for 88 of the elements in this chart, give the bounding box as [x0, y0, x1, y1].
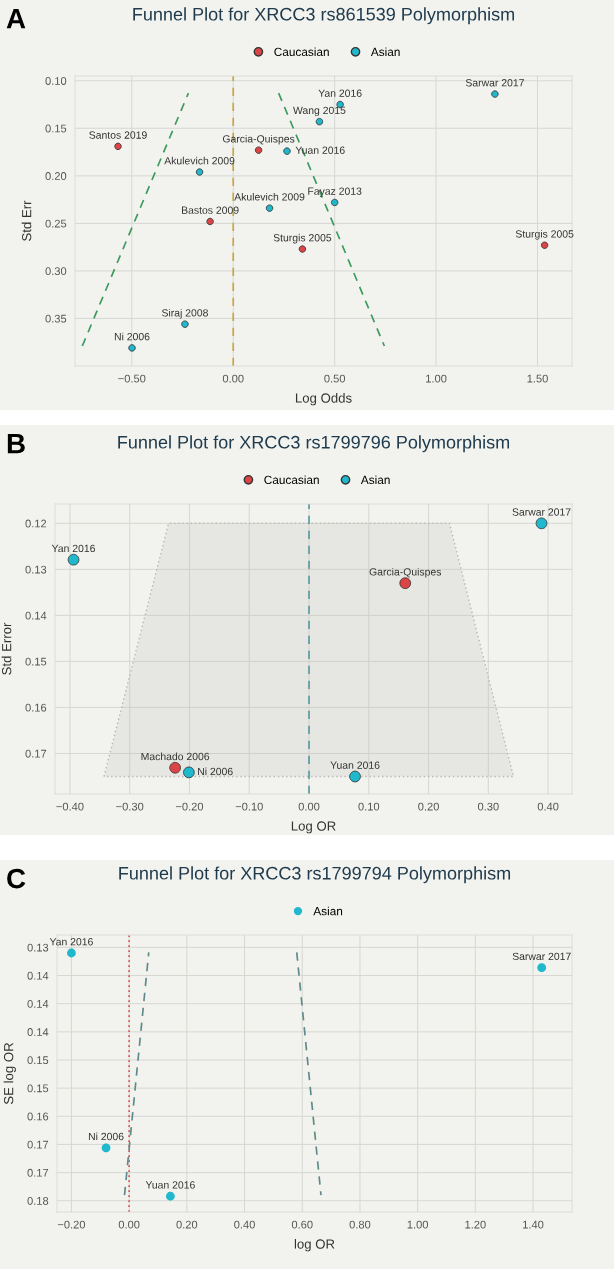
- y-tick-label: 0.10: [45, 77, 67, 85]
- annotation: Sarwar 2017: [465, 79, 524, 87]
- legend-label: Caucasian: [264, 475, 319, 485]
- x-tick-label: 1.50: [527, 374, 548, 383]
- y-tick-label: 0.35: [45, 314, 67, 323]
- annotation: Yuan 2016: [145, 1181, 195, 1189]
- x-tick-label: 0.00: [118, 1220, 140, 1229]
- text: B: [7, 434, 25, 454]
- y-tick-label: 0.16: [27, 1112, 49, 1121]
- annotation: Yan 2016: [51, 544, 95, 553]
- y-axis-title: SE log OR: [3, 1042, 16, 1105]
- chart-title: Funnel Plot for XRCC3 rs861539 Polymorphism: [133, 7, 514, 25]
- y-tick-label: 0.17: [25, 749, 47, 758]
- annotation: Yuan 2016: [295, 146, 345, 154]
- y-tick-label: 0.15: [45, 124, 67, 133]
- x-tick-label: 0.60: [291, 1220, 313, 1229]
- x-tick-label: 1.20: [465, 1220, 486, 1229]
- y-tick-label: 0.18: [27, 1197, 49, 1205]
- x-axis-title: Log OR: [291, 821, 336, 834]
- x-axis-title: Log Odds: [295, 393, 352, 406]
- x-tick-label: 0.00: [222, 374, 244, 383]
- y-axis-title: Std Error: [1, 622, 12, 675]
- x-tick-label: 0.00: [298, 802, 320, 811]
- annotation: Yan 2016: [318, 89, 362, 97]
- y-tick-label: 0.17: [27, 1140, 49, 1149]
- x-tick-label: 0.20: [418, 802, 439, 811]
- text: A: [6, 9, 26, 29]
- x-tick-label: 0.30: [477, 802, 499, 811]
- x-tick-label: 0.80: [349, 1220, 371, 1229]
- annotation: Santos 2019: [89, 131, 147, 139]
- y-tick-label: 0.14: [27, 1028, 49, 1036]
- x-tick-label: 0.10: [358, 802, 380, 811]
- chart-title: Funnel Plot for XRCC3 rs1799794 Polymorphism: [119, 866, 511, 884]
- x-tick-label: −0.50: [118, 374, 146, 383]
- point: [67, 948, 76, 958]
- legend-label: Asian: [360, 475, 390, 485]
- point: [101, 1143, 111, 1153]
- y-tick-label: 0.25: [45, 219, 67, 228]
- legend-label: Caucasian: [274, 47, 329, 57]
- x-tick-label: 1.00: [426, 374, 447, 383]
- annotation: Wang 2015: [293, 106, 346, 117]
- x-tick-label: 0.50: [324, 374, 346, 383]
- annotation: Sturgis 2005: [515, 229, 574, 240]
- y-tick-label: 0.15: [25, 657, 47, 666]
- x-tick-label: −0.40: [56, 802, 84, 811]
- annotation: Siraj 2008: [161, 308, 208, 319]
- annotation: Garcia-Quispes: [222, 134, 295, 145]
- legend-label: Asian: [313, 906, 343, 916]
- annotation: Ni 2006: [198, 767, 233, 776]
- y-tick-label: 0.13: [27, 943, 49, 952]
- annotation: Machado 2006: [141, 752, 210, 761]
- x-tick-label: 1.40: [523, 1220, 544, 1229]
- x-tick-label: 1.00: [407, 1220, 429, 1229]
- annotation: Akulevich 2009: [164, 156, 235, 165]
- text: C: [7, 868, 26, 889]
- y-tick-label: 0.12: [25, 519, 47, 528]
- x-tick-label: 0.40: [234, 1220, 255, 1229]
- y-tick-label: 0.17: [27, 1168, 49, 1177]
- annotation: Ni 2006: [114, 332, 150, 341]
- legend-label: Asian: [370, 47, 400, 57]
- x-tick-label: −0.30: [116, 802, 144, 811]
- point: [165, 1191, 175, 1201]
- y-tick-label: 0.14: [25, 611, 47, 620]
- x-tick-label: 0.40: [537, 802, 559, 811]
- y-tick-label: 0.14: [27, 971, 49, 980]
- y-tick-label: 0.15: [27, 1084, 49, 1093]
- annotation: Sarwar 2017: [512, 952, 571, 961]
- y-tick-label: 0.15: [27, 1056, 49, 1065]
- annotation: Yuan 2016: [330, 761, 380, 769]
- point: [537, 963, 547, 973]
- annotation: Ni 2006: [88, 1132, 124, 1141]
- y-tick-label: 0.20: [45, 172, 67, 180]
- y-tick-label: 0.14: [27, 999, 49, 1008]
- annotation: Akulevich 2009: [234, 192, 305, 201]
- y-tick-label: 0.16: [25, 703, 47, 712]
- chart-title: Funnel Plot for XRCC3 rs1799796 Polymorphism: [118, 435, 510, 453]
- x-tick-label: −0.10: [235, 802, 263, 811]
- annotation: Yan 2016: [49, 938, 93, 946]
- annotation: Sturgis 2005: [273, 233, 332, 244]
- annotation: Sarwar 2017: [512, 508, 571, 516]
- y-tick-label: 0.30: [45, 267, 67, 276]
- x-tick-label: 0.20: [176, 1220, 198, 1229]
- y-axis-title: Std Err: [21, 200, 32, 241]
- y-tick-label: 0.13: [25, 565, 47, 574]
- annotation: Garcia-Quispes: [369, 567, 442, 578]
- x-tick-label: −0.20: [175, 802, 204, 811]
- x-tick-label: −0.20: [57, 1220, 86, 1229]
- x-axis-title: log OR: [294, 1239, 335, 1252]
